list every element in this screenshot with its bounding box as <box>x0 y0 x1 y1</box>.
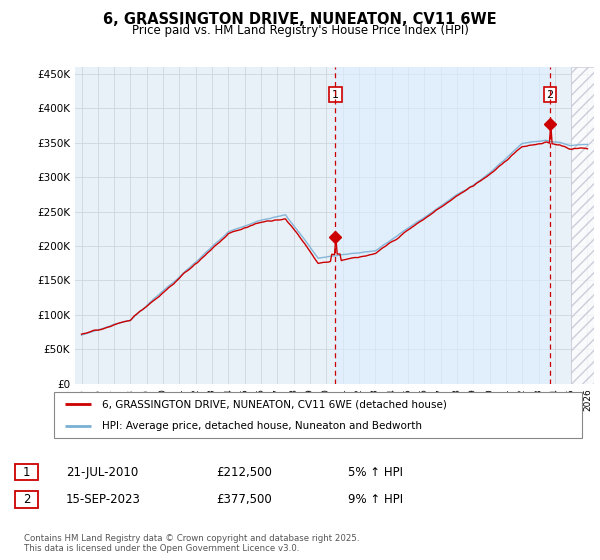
Text: 5% ↑ HPI: 5% ↑ HPI <box>348 465 403 479</box>
Text: 2: 2 <box>23 493 30 506</box>
Text: 6, GRASSINGTON DRIVE, NUNEATON, CV11 6WE: 6, GRASSINGTON DRIVE, NUNEATON, CV11 6WE <box>103 12 497 27</box>
Text: 6, GRASSINGTON DRIVE, NUNEATON, CV11 6WE (detached house): 6, GRASSINGTON DRIVE, NUNEATON, CV11 6WE… <box>101 399 446 409</box>
Text: HPI: Average price, detached house, Nuneaton and Bedworth: HPI: Average price, detached house, Nune… <box>101 421 422 431</box>
Text: 15-SEP-2023: 15-SEP-2023 <box>66 493 141 506</box>
Bar <box>571 67 596 384</box>
Text: Price paid vs. HM Land Registry's House Price Index (HPI): Price paid vs. HM Land Registry's House … <box>131 24 469 36</box>
Text: 2: 2 <box>547 90 554 100</box>
Bar <box>335 67 550 384</box>
Text: 9% ↑ HPI: 9% ↑ HPI <box>348 493 403 506</box>
Text: Contains HM Land Registry data © Crown copyright and database right 2025.
This d: Contains HM Land Registry data © Crown c… <box>24 534 359 553</box>
Text: £212,500: £212,500 <box>216 465 272 479</box>
Text: 1: 1 <box>332 90 339 100</box>
Text: 21-JUL-2010: 21-JUL-2010 <box>66 465 138 479</box>
Text: 1: 1 <box>23 465 30 479</box>
FancyBboxPatch shape <box>54 392 582 438</box>
Text: £377,500: £377,500 <box>216 493 272 506</box>
